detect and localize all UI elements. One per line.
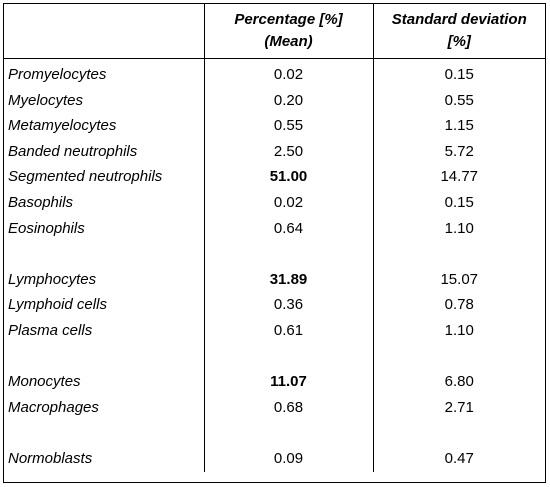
standard-deviation-value: 1.15 <box>444 117 474 135</box>
mean-percentage-value: 0.09 <box>204 445 374 472</box>
standard-deviation-value <box>373 241 545 267</box>
mean-percentage-value: 0.02 <box>204 58 374 88</box>
table-row: Monocytes 11.07 6.80 <box>4 369 545 395</box>
cell-type-name: Basophils <box>4 189 205 216</box>
column-header-name <box>4 4 205 59</box>
cell-type-name: Monocytes <box>4 369 205 395</box>
column-header-mean-line1: Percentage [%] <box>234 11 343 28</box>
mean-percentage-value: 0.64 <box>204 215 374 242</box>
mean-percentage-value: 2.50 <box>204 138 374 165</box>
table-row: Myelocytes 0.20 0.55 <box>4 87 545 114</box>
standard-deviation-value: 5.72 <box>444 142 474 160</box>
standard-deviation-value: 0.55 <box>444 91 474 109</box>
cell-type-name: Eosinophils <box>4 215 205 242</box>
mean-percentage-value: 0.20 <box>204 87 374 114</box>
standard-deviation-value: 0.47 <box>444 449 474 467</box>
mean-percentage-value: 0.02 <box>204 189 374 216</box>
cell-type-name: Normoblasts <box>4 445 205 472</box>
mean-percentage-value: 11.07 <box>204 369 374 395</box>
cell-type-name <box>4 420 205 446</box>
cell-type-name: Metamyelocytes <box>4 113 205 139</box>
standard-deviation-value: 0.15 <box>444 66 474 83</box>
table-row: Basophils 0.02 0.15 <box>4 189 545 216</box>
spacer-row <box>4 241 545 267</box>
table-row: Segmented neutrophils 51.00 14.77 <box>4 164 545 190</box>
column-header-sd-line1: Standard deviation <box>391 11 527 28</box>
cell-differential-table: Percentage [%] (Mean) Standard deviation… <box>4 4 545 472</box>
mean-percentage-value: 0.61 <box>204 317 374 344</box>
standard-deviation-value: 15.07 <box>440 270 479 288</box>
mean-percentage-value: 31.89 <box>204 266 374 293</box>
standard-deviation-value <box>373 344 545 370</box>
standard-deviation-value: 0.15 <box>444 193 474 211</box>
cell-type-name: Banded neutrophils <box>4 138 205 165</box>
table-row: Macrophages 0.68 2.71 <box>4 394 545 421</box>
spacer-row <box>4 343 545 370</box>
mean-percentage-value: 0.68 <box>204 394 374 421</box>
standard-deviation-value: 1.10 <box>444 219 474 237</box>
table-row: Eosinophils 0.64 1.10 <box>4 215 545 242</box>
cell-type-name: Promyelocytes <box>4 58 205 88</box>
table-row: Normoblasts 0.09 0.47 <box>4 445 545 472</box>
table-row: Banded neutrophils 2.50 5.72 <box>4 138 545 165</box>
table-row: Metamyelocytes 0.55 1.15 <box>4 113 545 139</box>
mean-percentage-value: 51.00 <box>204 164 374 190</box>
mean-percentage-value: 0.36 <box>204 292 374 318</box>
column-header-mean-line2: (Mean) <box>264 33 313 50</box>
standard-deviation-value: 6.80 <box>444 373 474 391</box>
table-body: Promyelocytes 0.02 0.15 Myelocytes 0.20 0.55 M… <box>4 58 545 472</box>
header-row: Percentage [%] (Mean) Standard deviation… <box>4 4 545 59</box>
cell-type-name: Plasma cells <box>4 317 205 344</box>
column-header-mean: Percentage [%] (Mean) <box>204 4 374 59</box>
table-row: Lymphocytes 31.89 15.07 <box>4 266 545 293</box>
column-header-sd-line2: [%] <box>447 33 471 50</box>
cell-type-name: Myelocytes <box>4 87 205 114</box>
standard-deviation-value <box>373 420 545 446</box>
column-header-sd: Standard deviation [%] <box>373 4 545 59</box>
mean-percentage-value <box>204 420 374 446</box>
table-row: Plasma cells 0.61 1.10 <box>4 317 545 344</box>
table-row: Lymphoid cells 0.36 0.78 <box>4 292 545 318</box>
cell-type-name: Lymphoid cells <box>4 292 205 318</box>
standard-deviation-value: 0.78 <box>444 296 474 314</box>
spacer-row <box>4 420 545 446</box>
standard-deviation-value: 1.10 <box>444 321 474 339</box>
standard-deviation-value: 2.71 <box>444 398 474 416</box>
cell-type-name <box>4 343 205 370</box>
cell-type-name: Macrophages <box>4 394 205 421</box>
cell-type-name: Lymphocytes <box>4 266 205 293</box>
standard-deviation-value: 14.77 <box>440 168 479 186</box>
mean-percentage-value <box>204 343 374 370</box>
data-table-frame: Percentage [%] (Mean) Standard deviation… <box>3 3 546 483</box>
mean-percentage-value <box>204 241 374 267</box>
cell-type-name: Segmented neutrophils <box>4 164 205 190</box>
cell-type-name <box>4 241 205 267</box>
mean-percentage-value: 0.55 <box>204 113 374 139</box>
table-row: Promyelocytes 0.02 0.15 <box>4 58 545 88</box>
